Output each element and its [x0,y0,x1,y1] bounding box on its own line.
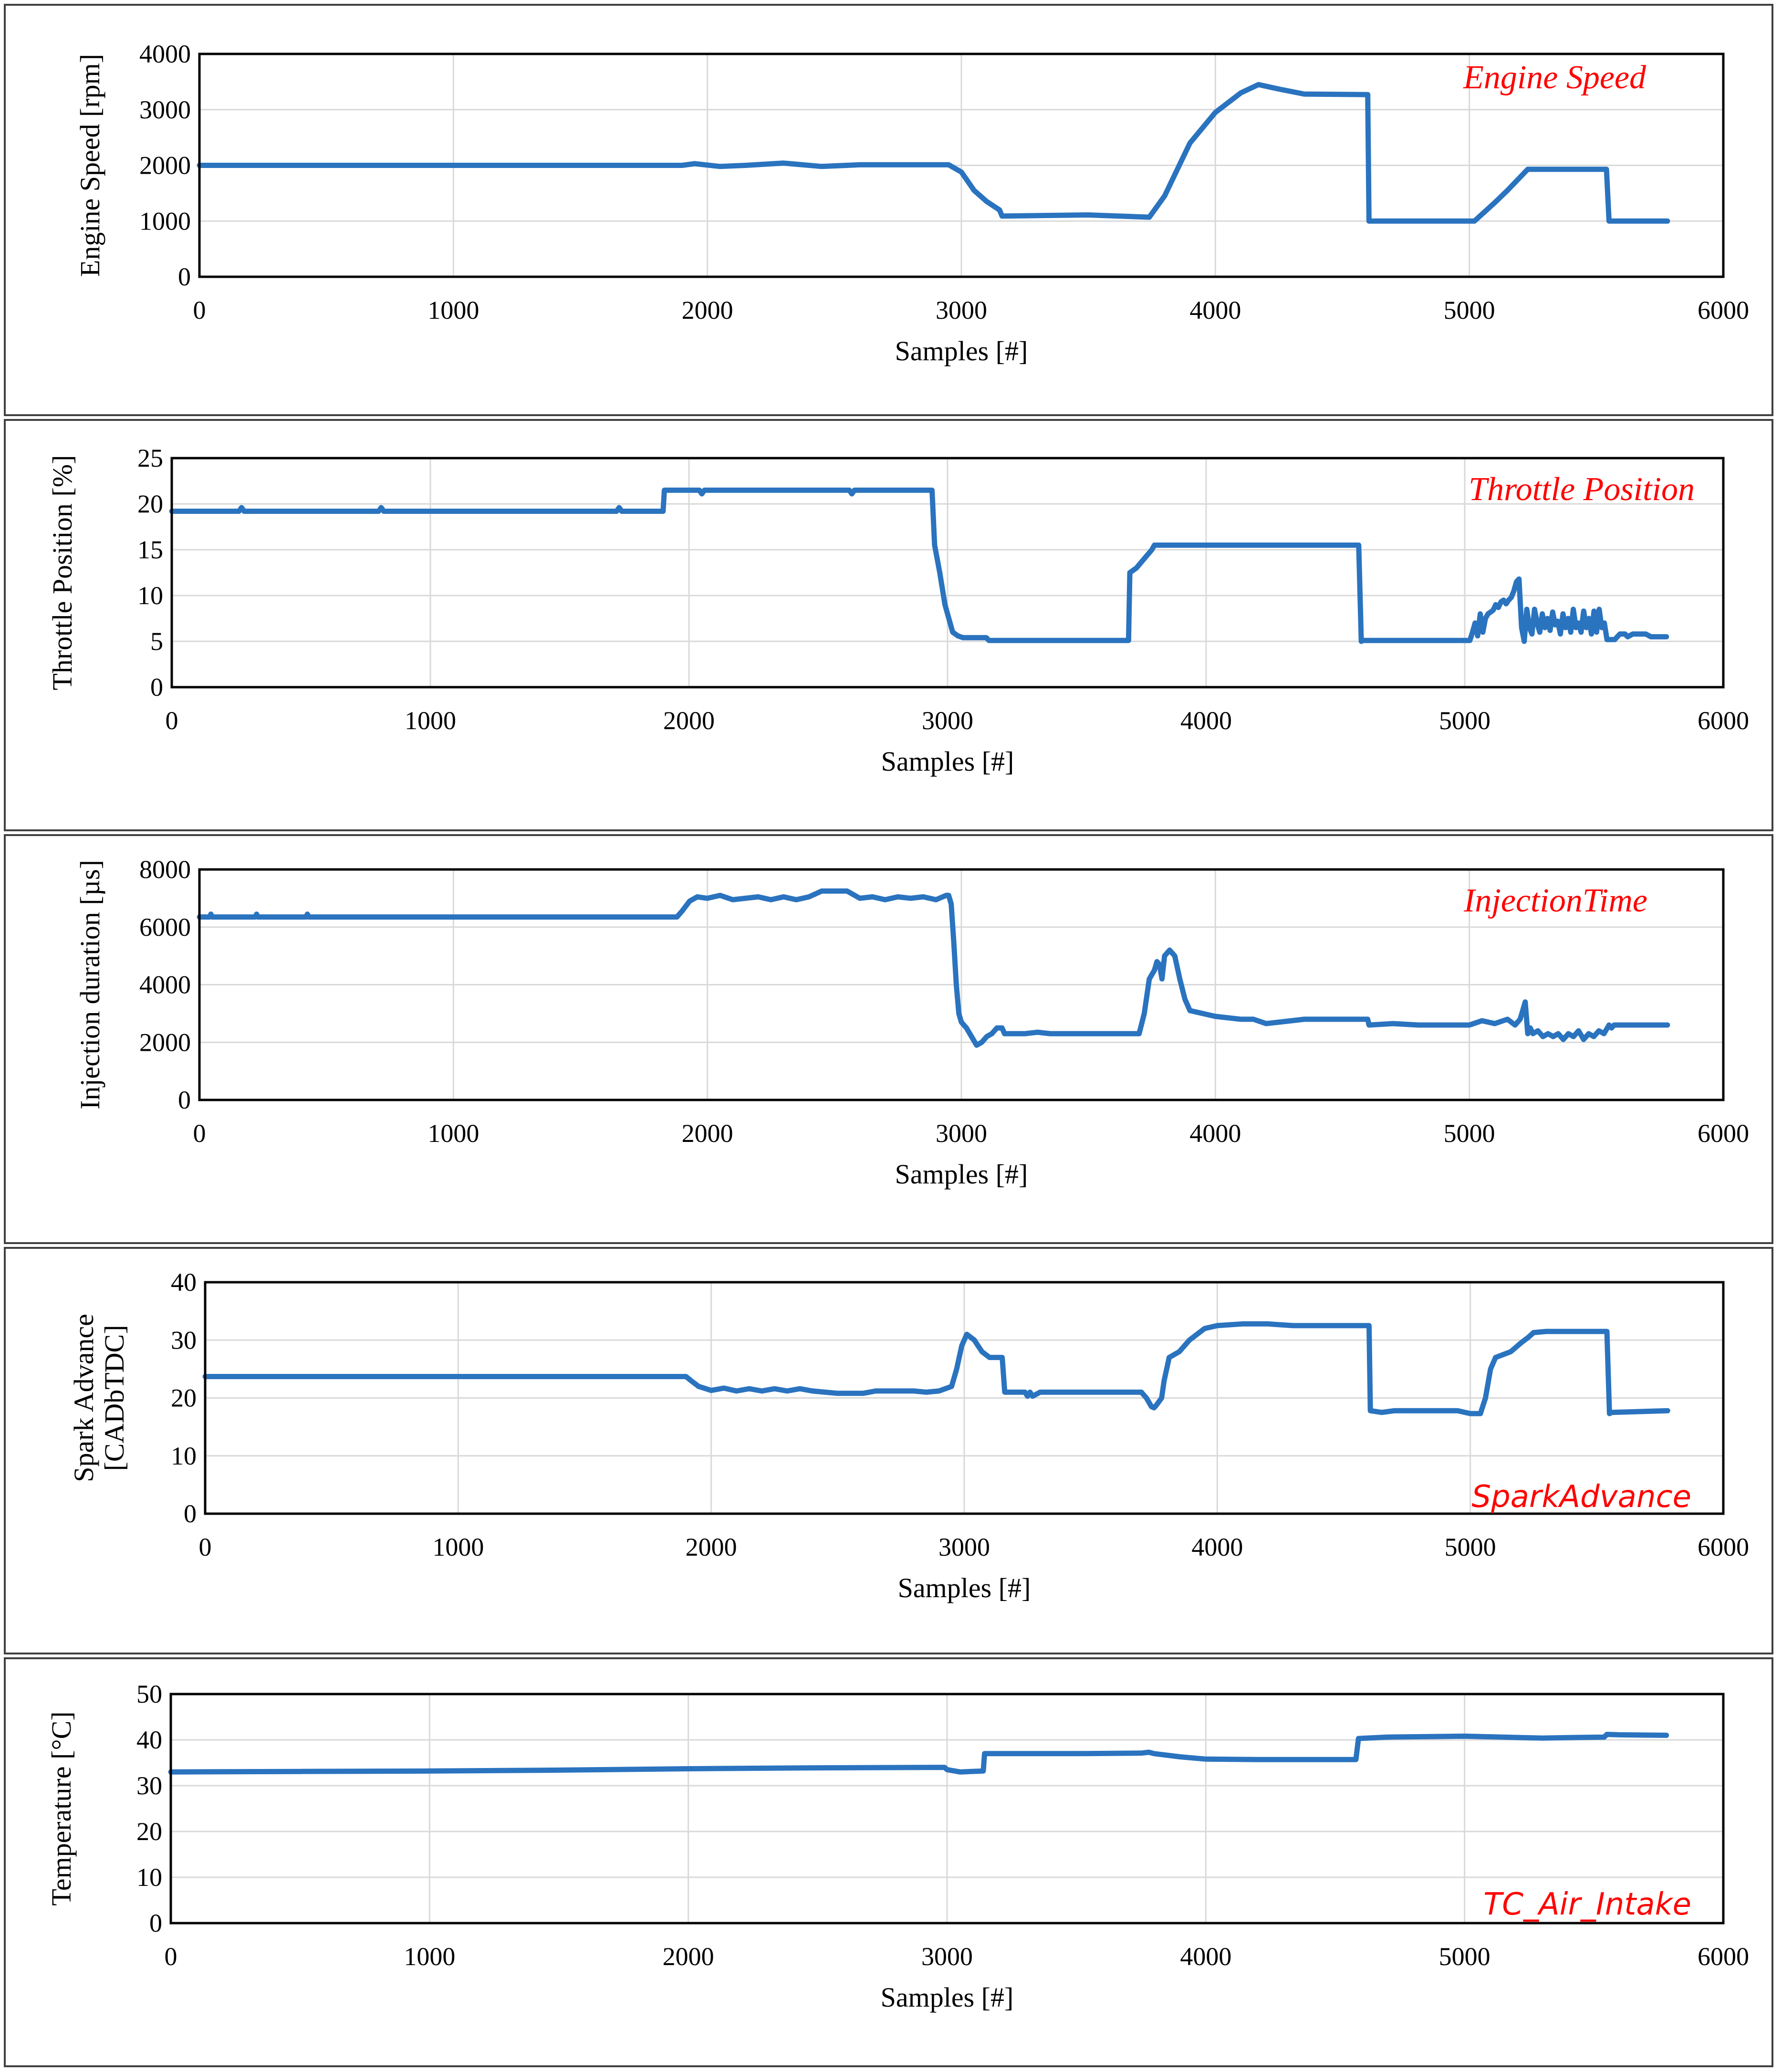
x-axis-title: Samples [#] [898,1572,1031,1603]
y-axis-title: Spark Advance[CADbTDC] [68,1314,130,1482]
x-tick-label: 2000 [682,296,733,324]
x-tick-label: 3000 [921,1942,973,1971]
panel-border [4,1247,1773,1654]
x-tick-label: 5000 [1444,1119,1495,1148]
y-tick-label: 50 [136,1680,162,1708]
x-tick-label: 5000 [1439,706,1490,735]
chart-panel-1: 0 1000 2000 3000 4000 5000 6000 0 1000 2000 3000 40… [4,4,1773,416]
x-tick-label: 1000 [404,1942,455,1971]
y-tick-label: 1000 [139,207,191,235]
y-tick-label: 2000 [139,1028,191,1057]
y-tick-label: 4000 [139,971,191,999]
y-tick-label: 10 [136,1863,162,1892]
x-tick-label: 0 [166,706,178,735]
y-axis-title: Temperature [°C] [46,1711,77,1905]
x-tick-label: 0 [193,1119,206,1148]
y-tick-label: 5 [150,627,163,656]
x-axis-title: Samples [#] [881,1982,1014,2013]
chart-panel-2: 0 1000 2000 3000 4000 5000 6000 0 5 10 15 20 25 Sampl… [4,419,1773,831]
chart-title: Engine Speed [1463,59,1647,96]
x-tick-label: 6000 [1698,1533,1749,1561]
x-tick-label: 3000 [922,706,973,735]
y-tick-label: 0 [178,262,191,291]
x-tick-label: 6000 [1698,706,1749,735]
x-tick-label: 5000 [1439,1942,1490,1971]
x-tick-label: 2000 [686,1533,737,1561]
panel-border [4,4,1773,416]
series-line-sparkadvance [202,1321,1670,1416]
chart-title: InjectionTime [1463,882,1647,919]
x-tick-label: 3000 [938,1533,990,1561]
y-tick-label: 0 [149,1909,162,1937]
x-tick-label: 0 [165,1942,177,1971]
x-tick-label: 1000 [405,706,456,735]
chart-title: Throttle Position [1469,471,1695,508]
series-line-engine-speed [197,82,1670,224]
x-tick-label: 6000 [1698,1119,1749,1148]
chart-panel-3: 0 1000 2000 3000 4000 5000 6000 0 2000 4000 6000 80… [4,834,1773,1244]
y-tick-label: 2000 [139,151,191,180]
chart-panel-4: 0 1000 2000 3000 4000 5000 6000 0 10 20 30 40 Sample… [4,1247,1773,1654]
plot-area-border [198,868,1725,1101]
x-tick-label: 3000 [936,1119,987,1148]
series-line-tc-air-intake [168,1732,1669,1775]
y-tick-label: 8000 [139,855,191,884]
y-axis-title: Throttle Position [%] [47,455,78,691]
y-tick-label: 30 [171,1326,197,1354]
x-tick-label: 0 [199,1533,212,1561]
x-tick-label: 0 [193,296,206,324]
x-tick-label: 5000 [1445,1533,1496,1561]
y-tick-label: 40 [136,1726,162,1754]
panel-border [4,834,1773,1244]
x-tick-label: 4000 [1189,1119,1241,1148]
x-tick-label: 4000 [1191,1533,1243,1561]
y-axis-title-line: Spark Advance [68,1314,99,1482]
x-axis-title: Samples [#] [895,1159,1028,1190]
y-tick-label: 20 [137,490,163,518]
x-tick-label: 2000 [663,1942,714,1971]
x-tick-label: 1000 [432,1533,484,1561]
plot-area-border [204,1281,1725,1515]
y-tick-label: 25 [137,444,163,472]
series-line-throttle-position [169,487,1669,644]
y-tick-label: 0 [178,1086,191,1114]
y-axis-title: Injection duration [µs] [74,860,105,1109]
chart-panel-5: 0 1000 2000 3000 4000 5000 6000 0 10 20 30 40 50 Samp… [4,1657,1773,2067]
y-tick-label: 20 [136,1817,162,1846]
y-tick-label: 40 [171,1268,197,1297]
x-tick-label: 2000 [663,706,715,735]
y-tick-label: 4000 [139,40,191,68]
x-axis-title: Samples [#] [881,746,1014,777]
plot-area-border [170,457,1725,689]
x-tick-label: 4000 [1189,296,1241,324]
series-line-injectiontime [197,888,1670,1048]
y-tick-label: 20 [171,1384,197,1413]
plot-area-border [169,1693,1725,1925]
x-tick-label: 6000 [1698,296,1749,324]
x-tick-label: 2000 [682,1119,733,1148]
y-axis-title: Engine Speed [rpm] [74,54,105,277]
chart-title: TC_Air_Intake [1483,1887,1691,1922]
y-tick-label: 30 [136,1771,162,1800]
x-tick-label: 5000 [1444,296,1495,324]
chart-title: SparkAdvance [1472,1479,1691,1515]
y-axis-title-line: [CADbTDC] [99,1325,130,1471]
x-tick-label: 1000 [427,1119,479,1148]
y-tick-label: 10 [171,1442,197,1470]
y-tick-label: 0 [150,673,163,701]
y-tick-label: 10 [137,581,163,610]
y-tick-label: 6000 [139,913,191,942]
x-tick-label: 1000 [427,296,479,324]
y-tick-label: 15 [137,535,163,564]
plot-area-border [198,52,1725,278]
x-tick-label: 3000 [936,296,987,324]
x-tick-label: 6000 [1698,1942,1749,1971]
x-axis-title: Samples [#] [895,335,1028,366]
x-tick-label: 4000 [1180,706,1232,735]
panel-border [4,1657,1773,2067]
y-tick-label: 0 [184,1499,197,1528]
x-tick-label: 4000 [1180,1942,1231,1971]
y-tick-label: 3000 [139,95,191,124]
